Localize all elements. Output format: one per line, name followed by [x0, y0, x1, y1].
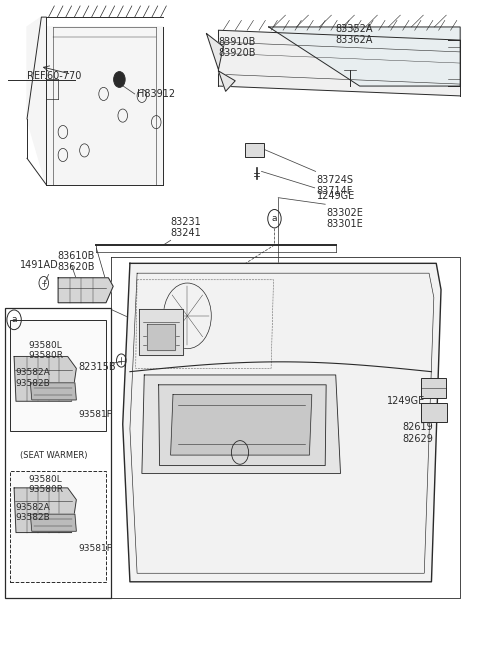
Text: 1249GE: 1249GE: [387, 396, 426, 406]
Text: 93580L
93580R: 93580L 93580R: [28, 341, 63, 360]
Text: REF.60-770: REF.60-770: [27, 71, 82, 81]
Text: H83912: H83912: [137, 89, 175, 99]
Text: 93582A
93582B: 93582A 93582B: [15, 503, 50, 522]
Text: 83231
83241: 83231 83241: [170, 216, 201, 238]
Text: 82315B: 82315B: [78, 362, 116, 372]
Bar: [10, 320, 106, 431]
Text: 83302E
83301E: 83302E 83301E: [326, 207, 363, 229]
Text: a: a: [12, 315, 17, 324]
Bar: [245, 143, 264, 157]
Polygon shape: [123, 263, 441, 582]
Polygon shape: [269, 27, 460, 86]
Bar: [421, 378, 446, 398]
Polygon shape: [206, 34, 223, 70]
Text: 1491AD: 1491AD: [20, 260, 59, 270]
Bar: [4, 308, 111, 598]
Polygon shape: [140, 309, 182, 355]
Text: 83610B
83620B: 83610B 83620B: [57, 251, 95, 272]
Polygon shape: [142, 375, 340, 474]
Text: 93581F: 93581F: [78, 410, 112, 419]
Polygon shape: [218, 71, 235, 91]
Text: 93580L
93580R: 93580L 93580R: [28, 475, 63, 494]
Circle shape: [114, 72, 125, 88]
Text: 83352A
83362A: 83352A 83362A: [336, 24, 373, 45]
Polygon shape: [27, 17, 163, 184]
Text: (SEAT WARMER): (SEAT WARMER): [20, 451, 87, 459]
Polygon shape: [30, 514, 76, 531]
Polygon shape: [147, 324, 175, 350]
Text: 82619
82629: 82619 82629: [403, 422, 433, 444]
Polygon shape: [30, 383, 76, 400]
Bar: [421, 403, 447, 422]
Text: 83910B
83920B: 83910B 83920B: [218, 37, 256, 59]
Text: 83724S
83714F: 83724S 83714F: [317, 174, 354, 196]
Polygon shape: [158, 385, 326, 466]
Text: 93582A
93582B: 93582A 93582B: [15, 368, 50, 388]
Polygon shape: [14, 357, 76, 401]
Polygon shape: [14, 488, 76, 532]
Polygon shape: [58, 278, 113, 303]
Polygon shape: [218, 30, 460, 96]
Polygon shape: [170, 395, 312, 455]
Text: 93581F: 93581F: [78, 544, 112, 553]
Bar: [10, 472, 106, 582]
Text: 1249GE: 1249GE: [317, 191, 355, 201]
Text: a: a: [272, 215, 277, 223]
